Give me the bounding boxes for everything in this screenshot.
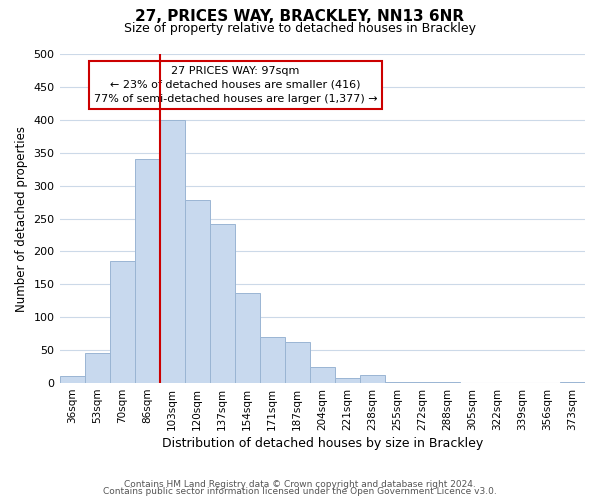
Text: Contains HM Land Registry data © Crown copyright and database right 2024.: Contains HM Land Registry data © Crown c… bbox=[124, 480, 476, 489]
Bar bbox=[260, 337, 285, 383]
Bar bbox=[85, 353, 110, 383]
Bar bbox=[560, 382, 585, 383]
Bar bbox=[209, 224, 235, 383]
Bar bbox=[235, 293, 260, 383]
Bar bbox=[435, 382, 460, 383]
Bar bbox=[410, 382, 435, 383]
Text: Size of property relative to detached houses in Brackley: Size of property relative to detached ho… bbox=[124, 22, 476, 35]
Bar bbox=[335, 378, 360, 383]
Text: Contains public sector information licensed under the Open Government Licence v3: Contains public sector information licen… bbox=[103, 487, 497, 496]
Text: 27, PRICES WAY, BRACKLEY, NN13 6NR: 27, PRICES WAY, BRACKLEY, NN13 6NR bbox=[136, 9, 464, 24]
Text: 27 PRICES WAY: 97sqm
← 23% of detached houses are smaller (416)
77% of semi-deta: 27 PRICES WAY: 97sqm ← 23% of detached h… bbox=[94, 66, 377, 104]
Y-axis label: Number of detached properties: Number of detached properties bbox=[15, 126, 28, 312]
Bar bbox=[185, 200, 209, 383]
Bar bbox=[110, 262, 134, 383]
X-axis label: Distribution of detached houses by size in Brackley: Distribution of detached houses by size … bbox=[161, 437, 483, 450]
Bar bbox=[285, 342, 310, 383]
Bar bbox=[134, 160, 160, 383]
Bar bbox=[160, 120, 185, 383]
Bar bbox=[310, 366, 335, 383]
Bar bbox=[59, 376, 85, 383]
Bar bbox=[360, 375, 385, 383]
Bar bbox=[385, 382, 410, 383]
